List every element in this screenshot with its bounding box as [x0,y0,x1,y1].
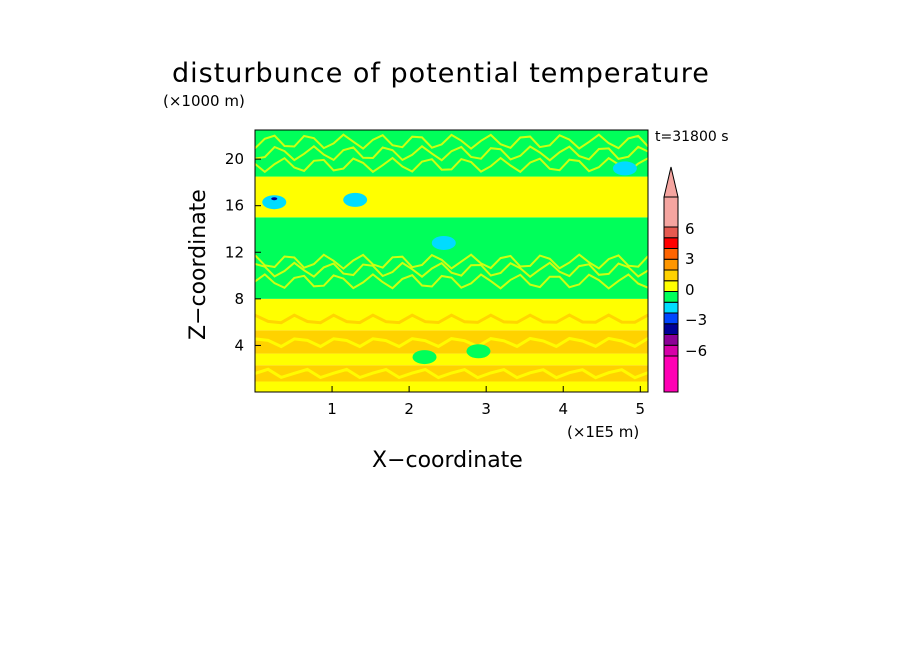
x-tick-label: 4 [558,400,568,418]
colorbar-segment [663,344,679,357]
y-axis-unit: (×1000 m) [163,92,245,110]
y-tick-label: 4 [234,336,244,354]
contour-layer-6 [255,176,648,218]
plot-frame [254,129,649,393]
colorbar: 6 3 0 −3 −6 [663,166,707,393]
colorbar-segment [663,237,679,249]
x-tick-label: 5 [636,400,646,418]
contour-feature-4 [612,161,637,176]
colorbar-segment [663,269,679,282]
colorbar-tick-label: −6 [685,342,707,360]
contour-feature-6 [466,344,491,359]
x-axis: 1 2 3 4 5 [327,386,645,418]
colorbar-tick-label: 3 [685,250,695,268]
contour-layer-0 [255,381,648,392]
colorbar-segment [663,226,679,239]
contour-wave-2 [254,253,649,270]
contour-wave-4 [254,145,649,162]
contour-feature-2 [431,235,456,250]
contour-wave-5 [254,133,649,150]
x-tick-label: 2 [404,400,414,418]
contour-wave-1 [254,261,649,278]
colorbar-tick-label: 0 [685,281,695,299]
time-label: t=31800 s [655,129,729,145]
y-axis: 4 8 12 16 20 [225,150,261,354]
colorbar-segment [663,258,679,271]
contour-feature-1 [271,197,278,201]
x-tick-label: 1 [327,400,337,418]
x-tick-label: 3 [481,400,491,418]
chart-title: disturbunce of potential temperature [172,58,710,89]
contour-feature-3 [343,192,368,207]
colorbar-segment [663,323,679,335]
x-axis-label: X−coordinate [372,448,523,473]
contour-layer-3 [255,330,648,354]
colorbar-segment [663,334,679,346]
colorbar-segment [663,301,679,314]
contour-wave-0 [254,273,649,290]
x-axis-unit: (×1E5 m) [567,423,640,441]
colorbar-segment [663,280,679,292]
contour-feature-0 [262,195,287,210]
colorbar-tick-label: 6 [685,220,695,238]
colorbar-segment [663,248,679,260]
colorbar-segment [663,291,679,303]
colorbar-segment [663,312,679,325]
colorbar-arrow [663,166,679,198]
y-tick-label: 8 [234,290,244,308]
contour-feature-5 [412,350,437,365]
y-tick-label: 20 [225,150,244,168]
colorbar-tick-label: −3 [685,311,707,329]
contour-band-1 [254,336,649,349]
y-tick-label: 16 [225,197,244,215]
contour-layer-2 [255,353,648,366]
contour-wave-3 [254,156,649,174]
colorbar-segment [663,355,679,393]
contour-band-0 [254,367,649,380]
y-tick-label: 12 [225,243,244,261]
contour-band-2 [254,313,649,325]
colorbar-segment [663,196,679,228]
contour-field [254,130,649,392]
